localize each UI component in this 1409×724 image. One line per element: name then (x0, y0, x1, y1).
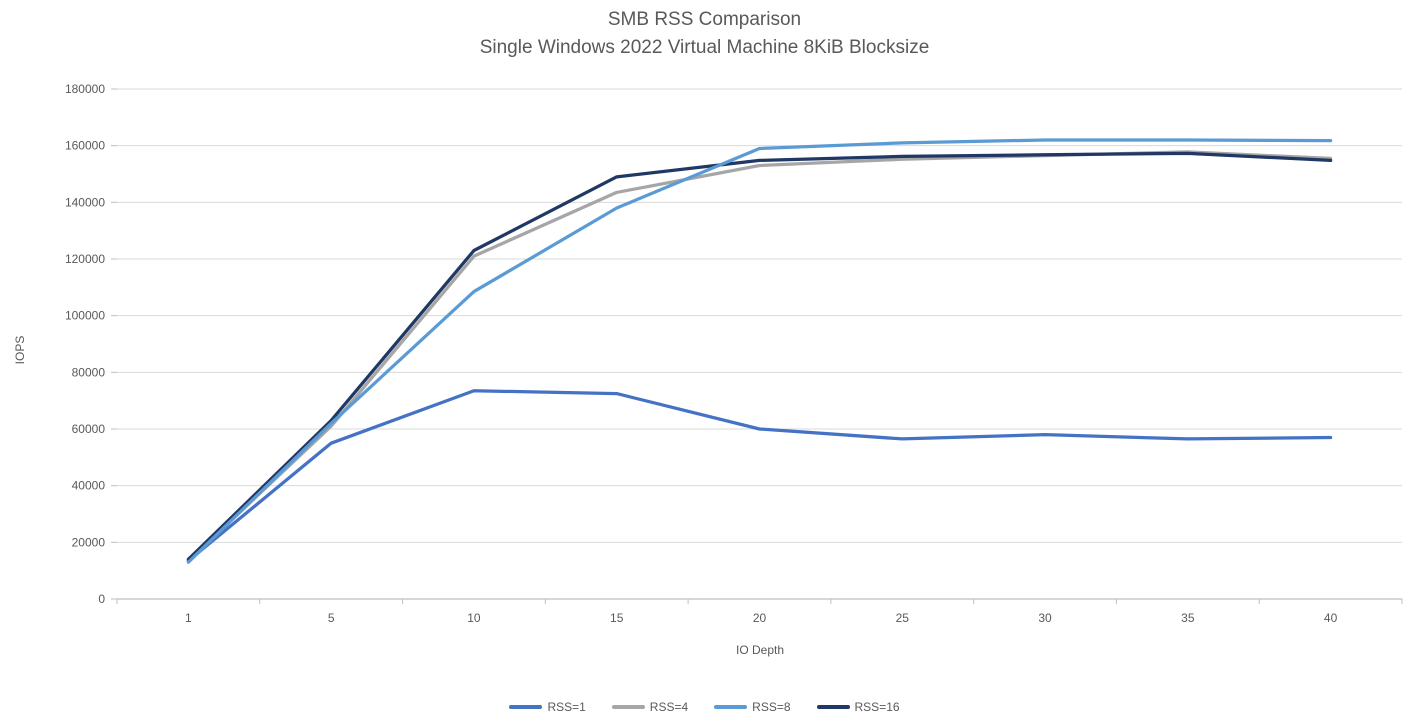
x-tick-label: 25 (896, 611, 910, 625)
legend-swatch (509, 705, 543, 709)
x-tick-label: 10 (467, 611, 481, 625)
x-tick-label: 30 (1038, 611, 1052, 625)
y-tick-label: 100000 (65, 309, 105, 323)
legend: RSS=1 RSS=4 RSS=8 RSS=16 (0, 700, 1409, 714)
y-tick-label: 140000 (65, 195, 105, 209)
chart-subtitle: Single Windows 2022 Virtual Machine 8KiB… (479, 37, 930, 58)
series-line-rss-8 (186, 138, 1333, 564)
series-line-rss-4 (186, 150, 1333, 563)
legend-swatch (714, 705, 748, 709)
y-axis-title: IOPS (13, 335, 27, 365)
legend-label: RSS=8 (752, 700, 791, 714)
legend-swatch (611, 705, 645, 709)
chart-title-block: SMB RSS Comparison Single Windows 2022 V… (0, 6, 1409, 62)
x-axis-title: IO Depth (735, 643, 785, 657)
legend-swatch (816, 705, 850, 709)
legend-item-rss-4: RSS=4 (611, 700, 689, 714)
y-tick-label: 80000 (72, 365, 106, 379)
y-tick-label: 20000 (72, 535, 106, 549)
legend-item-rss-1: RSS=1 (509, 700, 586, 714)
x-tick-label: 20 (753, 611, 767, 625)
y-tick-label: 180000 (65, 82, 105, 96)
legend-label: RSS=4 (649, 700, 689, 714)
x-tick-label: 15 (610, 611, 624, 625)
legend-item-rss-8: RSS=8 (714, 700, 791, 714)
chart-title: SMB RSS Comparison (607, 9, 802, 30)
x-tick-label: 40 (1324, 611, 1338, 625)
x-tick-label: 35 (1181, 611, 1195, 625)
y-tick-label: 0 (98, 592, 105, 606)
x-tick-label: 1 (185, 611, 192, 625)
legend-label: RSS=16 (854, 700, 900, 714)
series-line-rss-1 (186, 389, 1333, 563)
legend-label: RSS=1 (547, 700, 586, 714)
y-tick-label: 160000 (65, 139, 105, 153)
legend-item-rss-16: RSS=16 (816, 700, 900, 714)
y-tick-label: 120000 (65, 252, 105, 266)
y-tick-label: 60000 (72, 422, 106, 436)
x-tick-label: 5 (328, 611, 335, 625)
y-tick-label: 40000 (72, 479, 106, 493)
series-line-rss-16 (186, 151, 1333, 561)
